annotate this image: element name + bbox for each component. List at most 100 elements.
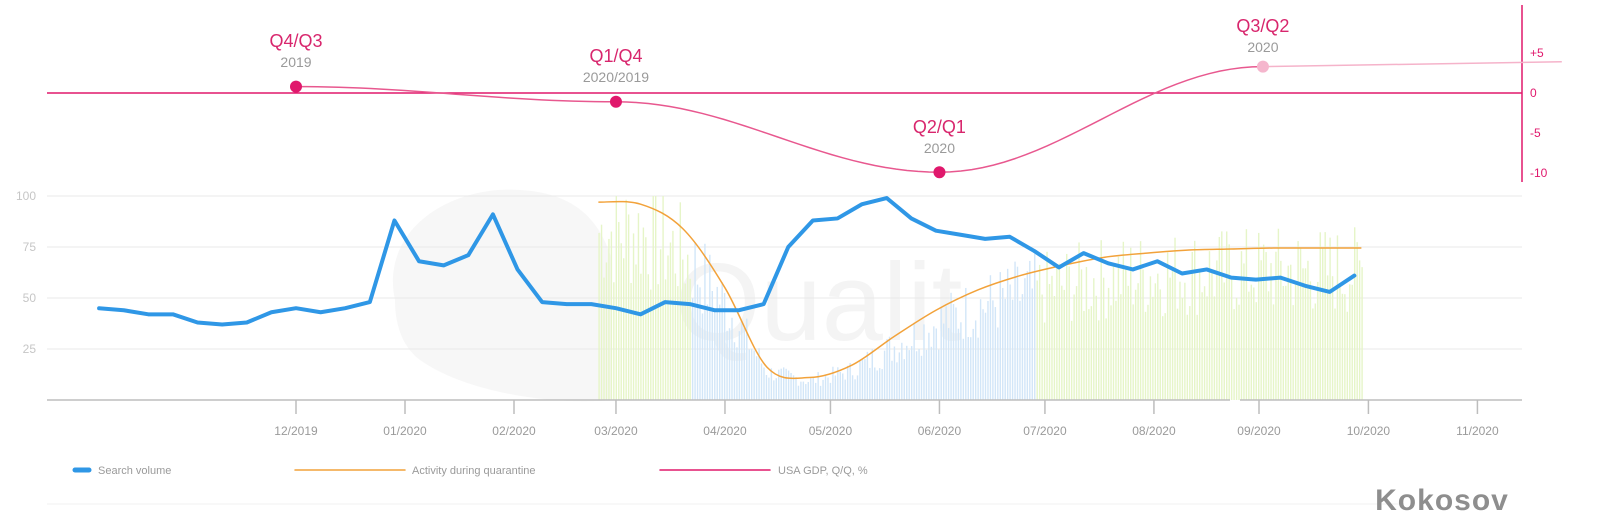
activity-bar — [1149, 276, 1152, 400]
activity-bar — [686, 254, 689, 400]
activity-bar — [1152, 296, 1154, 400]
activity-bar — [861, 359, 864, 400]
x-tick-label: 07/2020 — [1023, 424, 1067, 438]
gdp-tick-label: 0 — [1530, 86, 1537, 100]
activity-bar — [1228, 244, 1230, 400]
activity-bar — [1122, 241, 1125, 400]
activity-bar — [677, 286, 679, 400]
activity-bar — [765, 374, 768, 400]
activity-bar — [1326, 275, 1329, 400]
activity-bar — [1011, 299, 1014, 400]
activity-bar — [1258, 232, 1260, 400]
activity-bar — [718, 304, 721, 400]
activity-bar — [837, 367, 839, 400]
activity-bar — [842, 373, 844, 400]
activity-bar — [876, 370, 878, 400]
activity-bar — [1112, 264, 1115, 400]
activity-bar — [1046, 251, 1048, 400]
activity-bar — [800, 381, 802, 400]
quarter-label: Q1/Q4 — [589, 46, 642, 66]
activity-bar — [947, 328, 950, 400]
activity-bar — [746, 318, 748, 400]
activity-bar — [657, 284, 659, 400]
activity-bar — [1070, 320, 1073, 400]
activity-bar — [827, 377, 829, 400]
activity-bar — [989, 275, 992, 400]
activity-bar — [635, 264, 637, 400]
x-tick-label: 01/2020 — [383, 424, 427, 438]
activity-bar — [627, 214, 630, 400]
activity-bar — [696, 284, 699, 400]
activity-bar — [662, 196, 664, 400]
activity-bar — [623, 258, 625, 400]
activity-bar — [1024, 278, 1026, 400]
activity-bar — [974, 320, 977, 400]
activity-bar — [738, 331, 741, 400]
activity-bar — [1090, 306, 1093, 400]
activity-bar — [1201, 292, 1203, 400]
activity-bar — [1216, 260, 1218, 400]
gdp-line-projection — [1262, 61, 1562, 68]
activity-bar — [824, 375, 827, 400]
activity-bar — [760, 363, 763, 400]
activity-bar — [1277, 228, 1280, 400]
quarter-year: 2020 — [924, 140, 955, 156]
activity-bar — [903, 359, 905, 400]
activity-bar — [721, 282, 723, 400]
activity-bar — [1243, 263, 1245, 400]
activity-bar — [1290, 264, 1292, 400]
activity-bar — [1245, 229, 1248, 400]
activity-bar — [792, 375, 795, 400]
activity-bar — [1115, 300, 1117, 400]
activity-bar — [787, 370, 790, 400]
legend: Search volume Activity during quarantine U… — [72, 465, 868, 477]
activity-bar — [795, 377, 797, 400]
activity-bar — [667, 255, 669, 400]
gdp-tick-label: -5 — [1530, 126, 1541, 140]
activity-bar — [1221, 231, 1223, 400]
activity-bar — [1304, 268, 1307, 400]
activity-bar — [1322, 247, 1324, 400]
activity-bar — [1358, 260, 1361, 400]
activity-bar — [704, 243, 706, 400]
activity-bar — [910, 346, 913, 400]
activity-bar — [743, 327, 746, 400]
activity-bar — [1147, 304, 1149, 400]
activity-bar — [832, 366, 834, 400]
activity-bar — [1253, 287, 1255, 400]
activity-bar — [652, 196, 654, 400]
activity-bar — [1302, 268, 1304, 400]
activity-bar — [1061, 285, 1063, 400]
activity-bar — [620, 243, 622, 400]
activity-bar — [1004, 298, 1006, 400]
activity-bar — [699, 287, 701, 400]
activity-bar — [785, 368, 787, 400]
activity-bar — [1312, 308, 1314, 400]
activity-bar — [1331, 276, 1334, 400]
activity-bar — [957, 328, 960, 400]
activity-bar — [881, 369, 883, 400]
activity-bar — [1346, 311, 1349, 400]
activity-bar — [908, 350, 910, 400]
quarter-year: 2020/2019 — [583, 69, 649, 85]
activity-bar — [630, 282, 632, 400]
activity-bar — [770, 368, 773, 400]
activity-bar — [733, 342, 736, 400]
activity-bar — [992, 300, 994, 400]
x-tick-label: 04/2020 — [703, 424, 747, 438]
activity-bar — [1058, 263, 1061, 400]
activity-bar — [600, 224, 603, 400]
activity-bar — [1356, 242, 1358, 400]
activity-bar — [1223, 282, 1225, 400]
activity-bar — [1021, 294, 1024, 400]
activity-bar — [1186, 314, 1189, 400]
activity-bar — [731, 317, 733, 400]
activity-bar — [859, 361, 861, 400]
activity-bar — [778, 369, 780, 400]
activity-bar — [1233, 309, 1235, 400]
activity-bar — [1068, 266, 1070, 400]
activity-bar — [1285, 285, 1287, 400]
activity-bar — [997, 327, 999, 400]
activity-bar — [1134, 289, 1137, 400]
